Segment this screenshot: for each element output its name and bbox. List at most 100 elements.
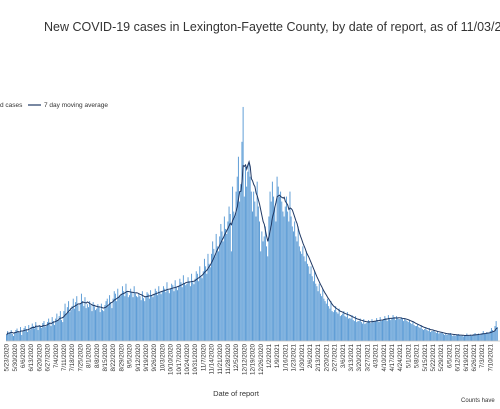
bar-daily-cases — [11, 334, 13, 341]
bar-daily-cases — [166, 282, 168, 341]
bar-daily-cases — [9, 332, 11, 341]
bar-daily-cases — [430, 332, 432, 341]
bar-daily-cases — [431, 331, 433, 341]
bar-daily-cases — [384, 316, 386, 341]
bar-daily-cases — [223, 216, 225, 341]
x-tick-label: 5/22/2021 — [430, 343, 437, 371]
bar-daily-cases — [50, 326, 52, 341]
bar-daily-cases — [165, 292, 167, 341]
bar-daily-cases — [182, 275, 184, 341]
bar-daily-cases — [105, 301, 107, 341]
bar-daily-cases — [312, 281, 314, 341]
bar-daily-cases — [435, 333, 437, 341]
x-tick-label: 10/10/2020 — [168, 343, 175, 375]
bar-daily-cases — [393, 317, 395, 341]
bar-daily-cases — [86, 304, 88, 341]
bar-daily-cases — [91, 311, 93, 341]
bar-daily-cases — [389, 319, 391, 341]
bar-daily-cases — [371, 319, 373, 341]
bar-daily-cases — [280, 191, 282, 341]
bar-daily-cases — [455, 335, 457, 341]
bar-daily-cases — [143, 298, 145, 341]
bar-daily-cases — [126, 292, 128, 341]
bar-daily-cases — [356, 322, 358, 341]
bar-daily-cases — [350, 318, 352, 341]
bar-daily-cases — [330, 301, 332, 341]
bar-daily-cases — [387, 315, 389, 341]
bar-daily-cases — [318, 283, 320, 341]
x-tick-label: 6/12/2021 — [455, 343, 462, 371]
x-tick-label: 7/3/2021 — [479, 343, 486, 368]
x-tick-label: 1/30/2021 — [299, 343, 306, 371]
bar-daily-cases — [92, 302, 94, 341]
bar-daily-cases — [174, 280, 176, 341]
bar-daily-cases — [469, 334, 471, 341]
bar-daily-cases — [93, 306, 95, 341]
bar-daily-cases — [203, 258, 205, 341]
x-tick-label: 2/27/2021 — [332, 343, 339, 371]
bar-daily-cases — [47, 322, 48, 341]
bar-daily-cases — [90, 305, 92, 341]
bar-daily-cases — [104, 305, 106, 341]
bar-daily-cases — [160, 294, 162, 341]
bar-daily-cases — [192, 282, 194, 341]
bar-daily-cases — [297, 226, 299, 341]
bar-daily-cases — [482, 331, 484, 341]
chart-title: New COVID-19 cases in Lexington-Fayette … — [44, 20, 500, 34]
bar-daily-cases — [375, 321, 376, 341]
bar-daily-cases — [27, 332, 29, 341]
bar-daily-cases — [48, 318, 50, 341]
bar-daily-cases — [102, 310, 104, 341]
x-tick-label: 11/7/2020 — [200, 343, 207, 371]
bar-daily-cases — [177, 290, 178, 341]
bar-daily-cases — [345, 317, 347, 341]
bar-daily-cases — [73, 308, 75, 341]
bar-daily-cases — [137, 297, 139, 341]
x-tick-label: 2/6/2021 — [307, 343, 314, 368]
bar-daily-cases — [198, 281, 200, 341]
bar-daily-cases — [321, 296, 323, 341]
bar-daily-cases — [400, 317, 402, 341]
x-tick-label: 7/18/2020 — [69, 343, 76, 371]
x-tick-label: 7/4/2020 — [53, 343, 60, 368]
x-tick-label: 9/5/2020 — [127, 343, 134, 368]
x-tick-label: 3/20/2021 — [356, 343, 363, 371]
bar-daily-cases — [113, 291, 115, 341]
bar-daily-cases — [69, 312, 71, 341]
bar-daily-cases — [95, 310, 96, 341]
bar-daily-cases — [439, 333, 441, 341]
x-tick-label: 1/9/2021 — [274, 343, 281, 368]
bar-daily-cases — [328, 306, 330, 341]
x-tick-label: 12/5/2020 — [233, 343, 240, 371]
bar-daily-cases — [394, 320, 396, 341]
bar-daily-cases — [89, 301, 91, 341]
x-tick-label: 5/30/2020 — [12, 343, 19, 371]
bar-daily-cases — [232, 186, 234, 341]
bar-daily-cases — [399, 319, 401, 341]
bar-daily-cases — [64, 303, 66, 341]
bar-daily-cases — [496, 327, 498, 341]
bar-daily-cases — [294, 221, 296, 341]
bar-daily-cases — [419, 328, 421, 341]
bar-daily-cases — [462, 336, 464, 341]
x-tick-label: 10/3/2020 — [159, 343, 166, 371]
bar-daily-cases — [22, 331, 24, 341]
bar-daily-cases — [54, 325, 55, 341]
bar-daily-cases — [366, 322, 368, 341]
bar-daily-cases — [124, 296, 126, 341]
bar-daily-cases — [336, 312, 338, 341]
bar-daily-cases — [411, 324, 413, 341]
bar-daily-cases — [107, 306, 109, 341]
bar-daily-cases — [365, 323, 367, 341]
x-tick-label: 8/15/2020 — [102, 343, 109, 371]
bar-daily-cases — [426, 330, 428, 341]
bar-daily-cases — [268, 216, 270, 341]
bar-daily-cases — [326, 298, 328, 341]
bar-daily-cases — [7, 331, 9, 341]
bar-daily-cases — [23, 328, 25, 341]
x-tick-label: 5/1/2021 — [405, 343, 412, 368]
bar-daily-cases — [56, 313, 58, 341]
bar-daily-cases — [466, 333, 468, 341]
bar-daily-cases — [218, 251, 219, 341]
bar-daily-cases — [132, 297, 134, 341]
